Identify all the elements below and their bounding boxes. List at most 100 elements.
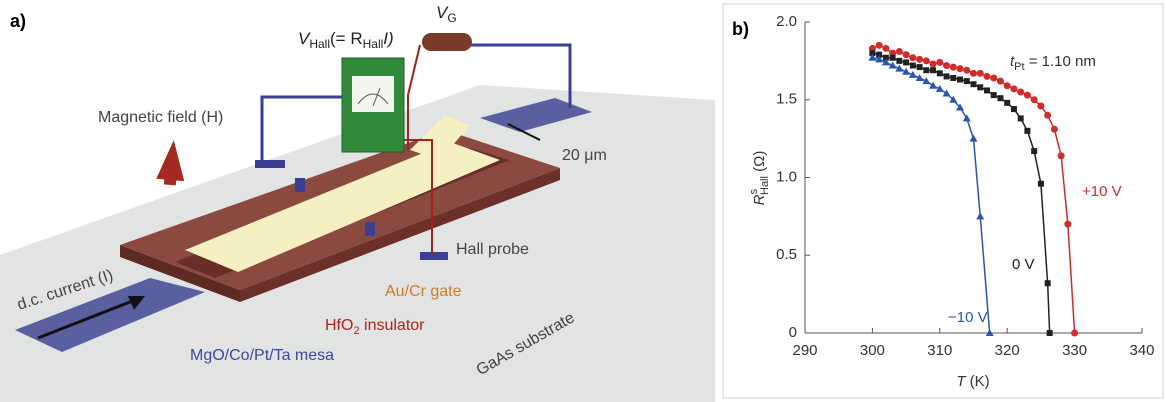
marker bbox=[1031, 148, 1038, 155]
marker bbox=[930, 67, 937, 74]
x-tick-label: 320 bbox=[995, 342, 1020, 359]
marker bbox=[956, 65, 964, 73]
marker bbox=[1010, 106, 1017, 113]
field-label: Magnetic field (H) bbox=[98, 109, 223, 126]
probe-label: Hall probe bbox=[456, 241, 529, 258]
series-label: +10 V bbox=[1082, 183, 1122, 200]
marker bbox=[916, 64, 923, 71]
gate-label: Au/Cr gate bbox=[385, 283, 462, 300]
contact bbox=[365, 222, 375, 236]
marker bbox=[969, 134, 978, 142]
slab-front bbox=[240, 168, 560, 302]
marker bbox=[970, 69, 977, 77]
x-tick-label: 340 bbox=[1129, 342, 1154, 359]
contact bbox=[420, 252, 448, 260]
vhall-label: VHall(= RHallI) bbox=[298, 29, 394, 51]
width-arrow bbox=[507, 123, 541, 141]
x-tick-label: 330 bbox=[1062, 342, 1087, 359]
marker bbox=[869, 50, 876, 57]
marker bbox=[909, 54, 917, 62]
marker bbox=[985, 329, 994, 336]
marker bbox=[949, 95, 958, 103]
marker bbox=[922, 57, 930, 65]
marker bbox=[882, 54, 889, 61]
marker bbox=[1037, 102, 1045, 110]
vg-label: VG bbox=[436, 3, 457, 25]
marker bbox=[1024, 127, 1031, 134]
x-tick-label: 290 bbox=[792, 342, 817, 359]
panel-label: b) bbox=[732, 19, 749, 39]
x-tick-label: 310 bbox=[927, 342, 952, 359]
gate-source bbox=[422, 33, 472, 51]
x-axis-label: T (K) bbox=[956, 373, 989, 390]
gate-lead bbox=[410, 115, 470, 160]
marker bbox=[929, 81, 938, 89]
marker bbox=[1057, 152, 1065, 160]
current-arrow bbox=[37, 298, 136, 340]
series-line bbox=[872, 57, 991, 334]
marker bbox=[950, 74, 957, 81]
marker bbox=[902, 67, 911, 75]
y-axis-label: RsHall (Ω) bbox=[748, 151, 771, 206]
marker bbox=[977, 84, 984, 91]
marker bbox=[963, 66, 971, 74]
marker bbox=[943, 73, 950, 80]
chart: RsHall (Ω) T (K) tPt = 1.10 nm 0 0.5 1.0 1.… bbox=[748, 13, 1155, 390]
marker bbox=[976, 69, 984, 77]
y-tick-label: 0 bbox=[789, 324, 797, 341]
marker bbox=[1030, 96, 1038, 104]
marker bbox=[916, 55, 924, 63]
marker bbox=[875, 41, 883, 49]
marker bbox=[996, 77, 1004, 85]
y-tick-label: 2.0 bbox=[776, 13, 797, 30]
marker bbox=[929, 60, 937, 68]
wire bbox=[260, 95, 342, 165]
marker bbox=[923, 67, 930, 74]
series-line bbox=[872, 52, 1051, 334]
field-arrow bbox=[156, 140, 185, 186]
marker bbox=[956, 103, 965, 111]
arrowhead bbox=[128, 296, 145, 310]
marker bbox=[1071, 329, 1079, 337]
needle bbox=[357, 87, 389, 107]
wire bbox=[470, 43, 572, 108]
marker bbox=[876, 51, 883, 58]
spacer bbox=[0, 0, 1, 1]
marker bbox=[868, 53, 877, 61]
panel-frame bbox=[722, 3, 1164, 399]
marker bbox=[1044, 111, 1052, 119]
marker bbox=[882, 44, 890, 52]
marker bbox=[895, 64, 904, 72]
marker bbox=[889, 54, 896, 61]
marker bbox=[895, 48, 903, 56]
marker bbox=[942, 89, 951, 97]
marker bbox=[903, 59, 910, 66]
marker bbox=[936, 58, 944, 66]
contact bbox=[255, 160, 285, 168]
marker bbox=[963, 78, 970, 85]
marker bbox=[936, 70, 943, 77]
panel-label: a) bbox=[10, 11, 26, 31]
marker bbox=[949, 63, 957, 71]
marker bbox=[1050, 125, 1058, 133]
marker bbox=[970, 81, 977, 88]
mesa-right bbox=[480, 98, 592, 132]
marker bbox=[997, 95, 1004, 102]
marker bbox=[1017, 115, 1024, 122]
series-label: −10 V bbox=[948, 309, 988, 326]
marker bbox=[1004, 99, 1011, 106]
marker bbox=[902, 51, 910, 59]
series-line bbox=[872, 44, 1076, 334]
x-tick-label: 300 bbox=[860, 342, 885, 359]
marker bbox=[943, 62, 951, 70]
marker bbox=[976, 212, 985, 220]
marker bbox=[908, 70, 917, 78]
panel-a: a) VHall(= RHallI) VG Magnetic field (H)… bbox=[0, 0, 715, 402]
marker bbox=[1010, 85, 1018, 93]
y-tick-label: 0.5 bbox=[776, 246, 797, 263]
marker bbox=[888, 61, 897, 69]
marker bbox=[983, 87, 990, 94]
marker bbox=[957, 76, 964, 83]
marker bbox=[990, 92, 997, 99]
